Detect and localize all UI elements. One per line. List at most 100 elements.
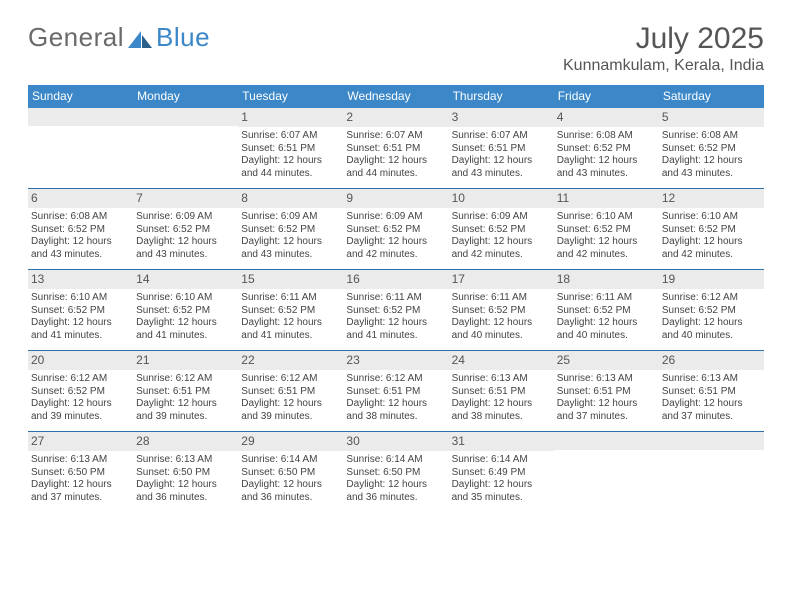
week-row: 27Sunrise: 6:13 AMSunset: 6:50 PMDayligh… — [28, 432, 764, 512]
sunset-line: Sunset: 6:51 PM — [662, 386, 761, 399]
sunrise-line: Sunrise: 6:09 AM — [452, 211, 551, 224]
sunrise-line: Sunrise: 6:13 AM — [662, 373, 761, 386]
sunset-line: Sunset: 6:52 PM — [136, 224, 235, 237]
daylight-line-1: Daylight: 12 hours — [557, 155, 656, 168]
day-number: 17 — [449, 270, 554, 289]
sunrise-line: Sunrise: 6:09 AM — [241, 211, 340, 224]
daylight-line-2: and 42 minutes. — [557, 249, 656, 262]
sunset-line: Sunset: 6:50 PM — [346, 467, 445, 480]
sunset-line: Sunset: 6:52 PM — [31, 224, 130, 237]
day-cell: 14Sunrise: 6:10 AMSunset: 6:52 PMDayligh… — [133, 270, 238, 350]
day-number: 14 — [133, 270, 238, 289]
daylight-line-1: Daylight: 12 hours — [241, 479, 340, 492]
week-row: 1Sunrise: 6:07 AMSunset: 6:51 PMDaylight… — [28, 108, 764, 189]
sunrise-line: Sunrise: 6:12 AM — [346, 373, 445, 386]
sunset-line: Sunset: 6:51 PM — [136, 386, 235, 399]
sunset-line: Sunset: 6:52 PM — [662, 143, 761, 156]
daylight-line-2: and 39 minutes. — [136, 411, 235, 424]
daylight-line-1: Daylight: 12 hours — [557, 236, 656, 249]
dow-wednesday: Wednesday — [343, 85, 448, 108]
day-number: 7 — [133, 189, 238, 208]
day-cell: 4Sunrise: 6:08 AMSunset: 6:52 PMDaylight… — [554, 108, 659, 188]
sunrise-line: Sunrise: 6:10 AM — [557, 211, 656, 224]
day-cell: 28Sunrise: 6:13 AMSunset: 6:50 PMDayligh… — [133, 432, 238, 512]
day-cell: 9Sunrise: 6:09 AMSunset: 6:52 PMDaylight… — [343, 189, 448, 269]
day-cell: 21Sunrise: 6:12 AMSunset: 6:51 PMDayligh… — [133, 351, 238, 431]
sunset-line: Sunset: 6:51 PM — [452, 386, 551, 399]
day-number: 28 — [133, 432, 238, 451]
day-number — [554, 432, 659, 450]
sunrise-line: Sunrise: 6:09 AM — [346, 211, 445, 224]
daylight-line-1: Daylight: 12 hours — [31, 317, 130, 330]
sunrise-line: Sunrise: 6:14 AM — [346, 454, 445, 467]
daylight-line-1: Daylight: 12 hours — [452, 398, 551, 411]
daylight-line-2: and 39 minutes. — [31, 411, 130, 424]
sunset-line: Sunset: 6:51 PM — [346, 143, 445, 156]
daylight-line-2: and 43 minutes. — [136, 249, 235, 262]
sunrise-line: Sunrise: 6:13 AM — [31, 454, 130, 467]
daylight-line-1: Daylight: 12 hours — [452, 236, 551, 249]
daylight-line-1: Daylight: 12 hours — [31, 236, 130, 249]
daylight-line-1: Daylight: 12 hours — [452, 155, 551, 168]
sunrise-line: Sunrise: 6:14 AM — [452, 454, 551, 467]
day-cell: 16Sunrise: 6:11 AMSunset: 6:52 PMDayligh… — [343, 270, 448, 350]
day-number — [133, 108, 238, 126]
sunrise-line: Sunrise: 6:13 AM — [136, 454, 235, 467]
brand-part2: Blue — [156, 22, 210, 53]
sunrise-line: Sunrise: 6:10 AM — [31, 292, 130, 305]
daylight-line-1: Daylight: 12 hours — [662, 317, 761, 330]
day-cell: 23Sunrise: 6:12 AMSunset: 6:51 PMDayligh… — [343, 351, 448, 431]
day-number: 12 — [659, 189, 764, 208]
sunset-line: Sunset: 6:50 PM — [136, 467, 235, 480]
daylight-line-2: and 40 minutes. — [452, 330, 551, 343]
sunset-line: Sunset: 6:51 PM — [241, 143, 340, 156]
sunrise-line: Sunrise: 6:07 AM — [241, 130, 340, 143]
daylight-line-1: Daylight: 12 hours — [241, 317, 340, 330]
sunrise-line: Sunrise: 6:12 AM — [31, 373, 130, 386]
sunset-line: Sunset: 6:52 PM — [662, 305, 761, 318]
daylight-line-1: Daylight: 12 hours — [452, 479, 551, 492]
daylight-line-2: and 37 minutes. — [557, 411, 656, 424]
daylight-line-1: Daylight: 12 hours — [346, 398, 445, 411]
sunset-line: Sunset: 6:51 PM — [346, 386, 445, 399]
daylight-line-2: and 42 minutes. — [452, 249, 551, 262]
day-number — [28, 108, 133, 126]
daylight-line-1: Daylight: 12 hours — [241, 236, 340, 249]
week-row: 6Sunrise: 6:08 AMSunset: 6:52 PMDaylight… — [28, 189, 764, 270]
sunrise-line: Sunrise: 6:11 AM — [452, 292, 551, 305]
sunset-line: Sunset: 6:52 PM — [452, 224, 551, 237]
day-number: 13 — [28, 270, 133, 289]
day-cell: 5Sunrise: 6:08 AMSunset: 6:52 PMDaylight… — [659, 108, 764, 188]
day-number: 19 — [659, 270, 764, 289]
day-number: 20 — [28, 351, 133, 370]
sunset-line: Sunset: 6:51 PM — [452, 143, 551, 156]
dow-sunday: Sunday — [28, 85, 133, 108]
sunset-line: Sunset: 6:52 PM — [241, 305, 340, 318]
daylight-line-2: and 38 minutes. — [452, 411, 551, 424]
daylight-line-1: Daylight: 12 hours — [557, 398, 656, 411]
daylight-line-2: and 36 minutes. — [136, 492, 235, 505]
sunrise-line: Sunrise: 6:08 AM — [31, 211, 130, 224]
title-block: July 2025 Kunnamkulam, Kerala, India — [563, 22, 764, 75]
dow-saturday: Saturday — [659, 85, 764, 108]
daylight-line-1: Daylight: 12 hours — [452, 317, 551, 330]
daylight-line-1: Daylight: 12 hours — [241, 155, 340, 168]
daylight-line-2: and 41 minutes. — [31, 330, 130, 343]
day-cell: 10Sunrise: 6:09 AMSunset: 6:52 PMDayligh… — [449, 189, 554, 269]
daylight-line-2: and 43 minutes. — [452, 168, 551, 181]
daylight-line-1: Daylight: 12 hours — [557, 317, 656, 330]
sunrise-line: Sunrise: 6:10 AM — [136, 292, 235, 305]
sunrise-line: Sunrise: 6:09 AM — [136, 211, 235, 224]
day-number: 16 — [343, 270, 448, 289]
daylight-line-1: Daylight: 12 hours — [136, 317, 235, 330]
sunrise-line: Sunrise: 6:10 AM — [662, 211, 761, 224]
empty-cell — [554, 432, 659, 512]
day-number: 18 — [554, 270, 659, 289]
day-cell: 30Sunrise: 6:14 AMSunset: 6:50 PMDayligh… — [343, 432, 448, 512]
day-cell: 11Sunrise: 6:10 AMSunset: 6:52 PMDayligh… — [554, 189, 659, 269]
day-number: 4 — [554, 108, 659, 127]
sunrise-line: Sunrise: 6:08 AM — [557, 130, 656, 143]
day-number — [659, 432, 764, 450]
daylight-line-2: and 43 minutes. — [241, 249, 340, 262]
day-cell: 2Sunrise: 6:07 AMSunset: 6:51 PMDaylight… — [343, 108, 448, 188]
